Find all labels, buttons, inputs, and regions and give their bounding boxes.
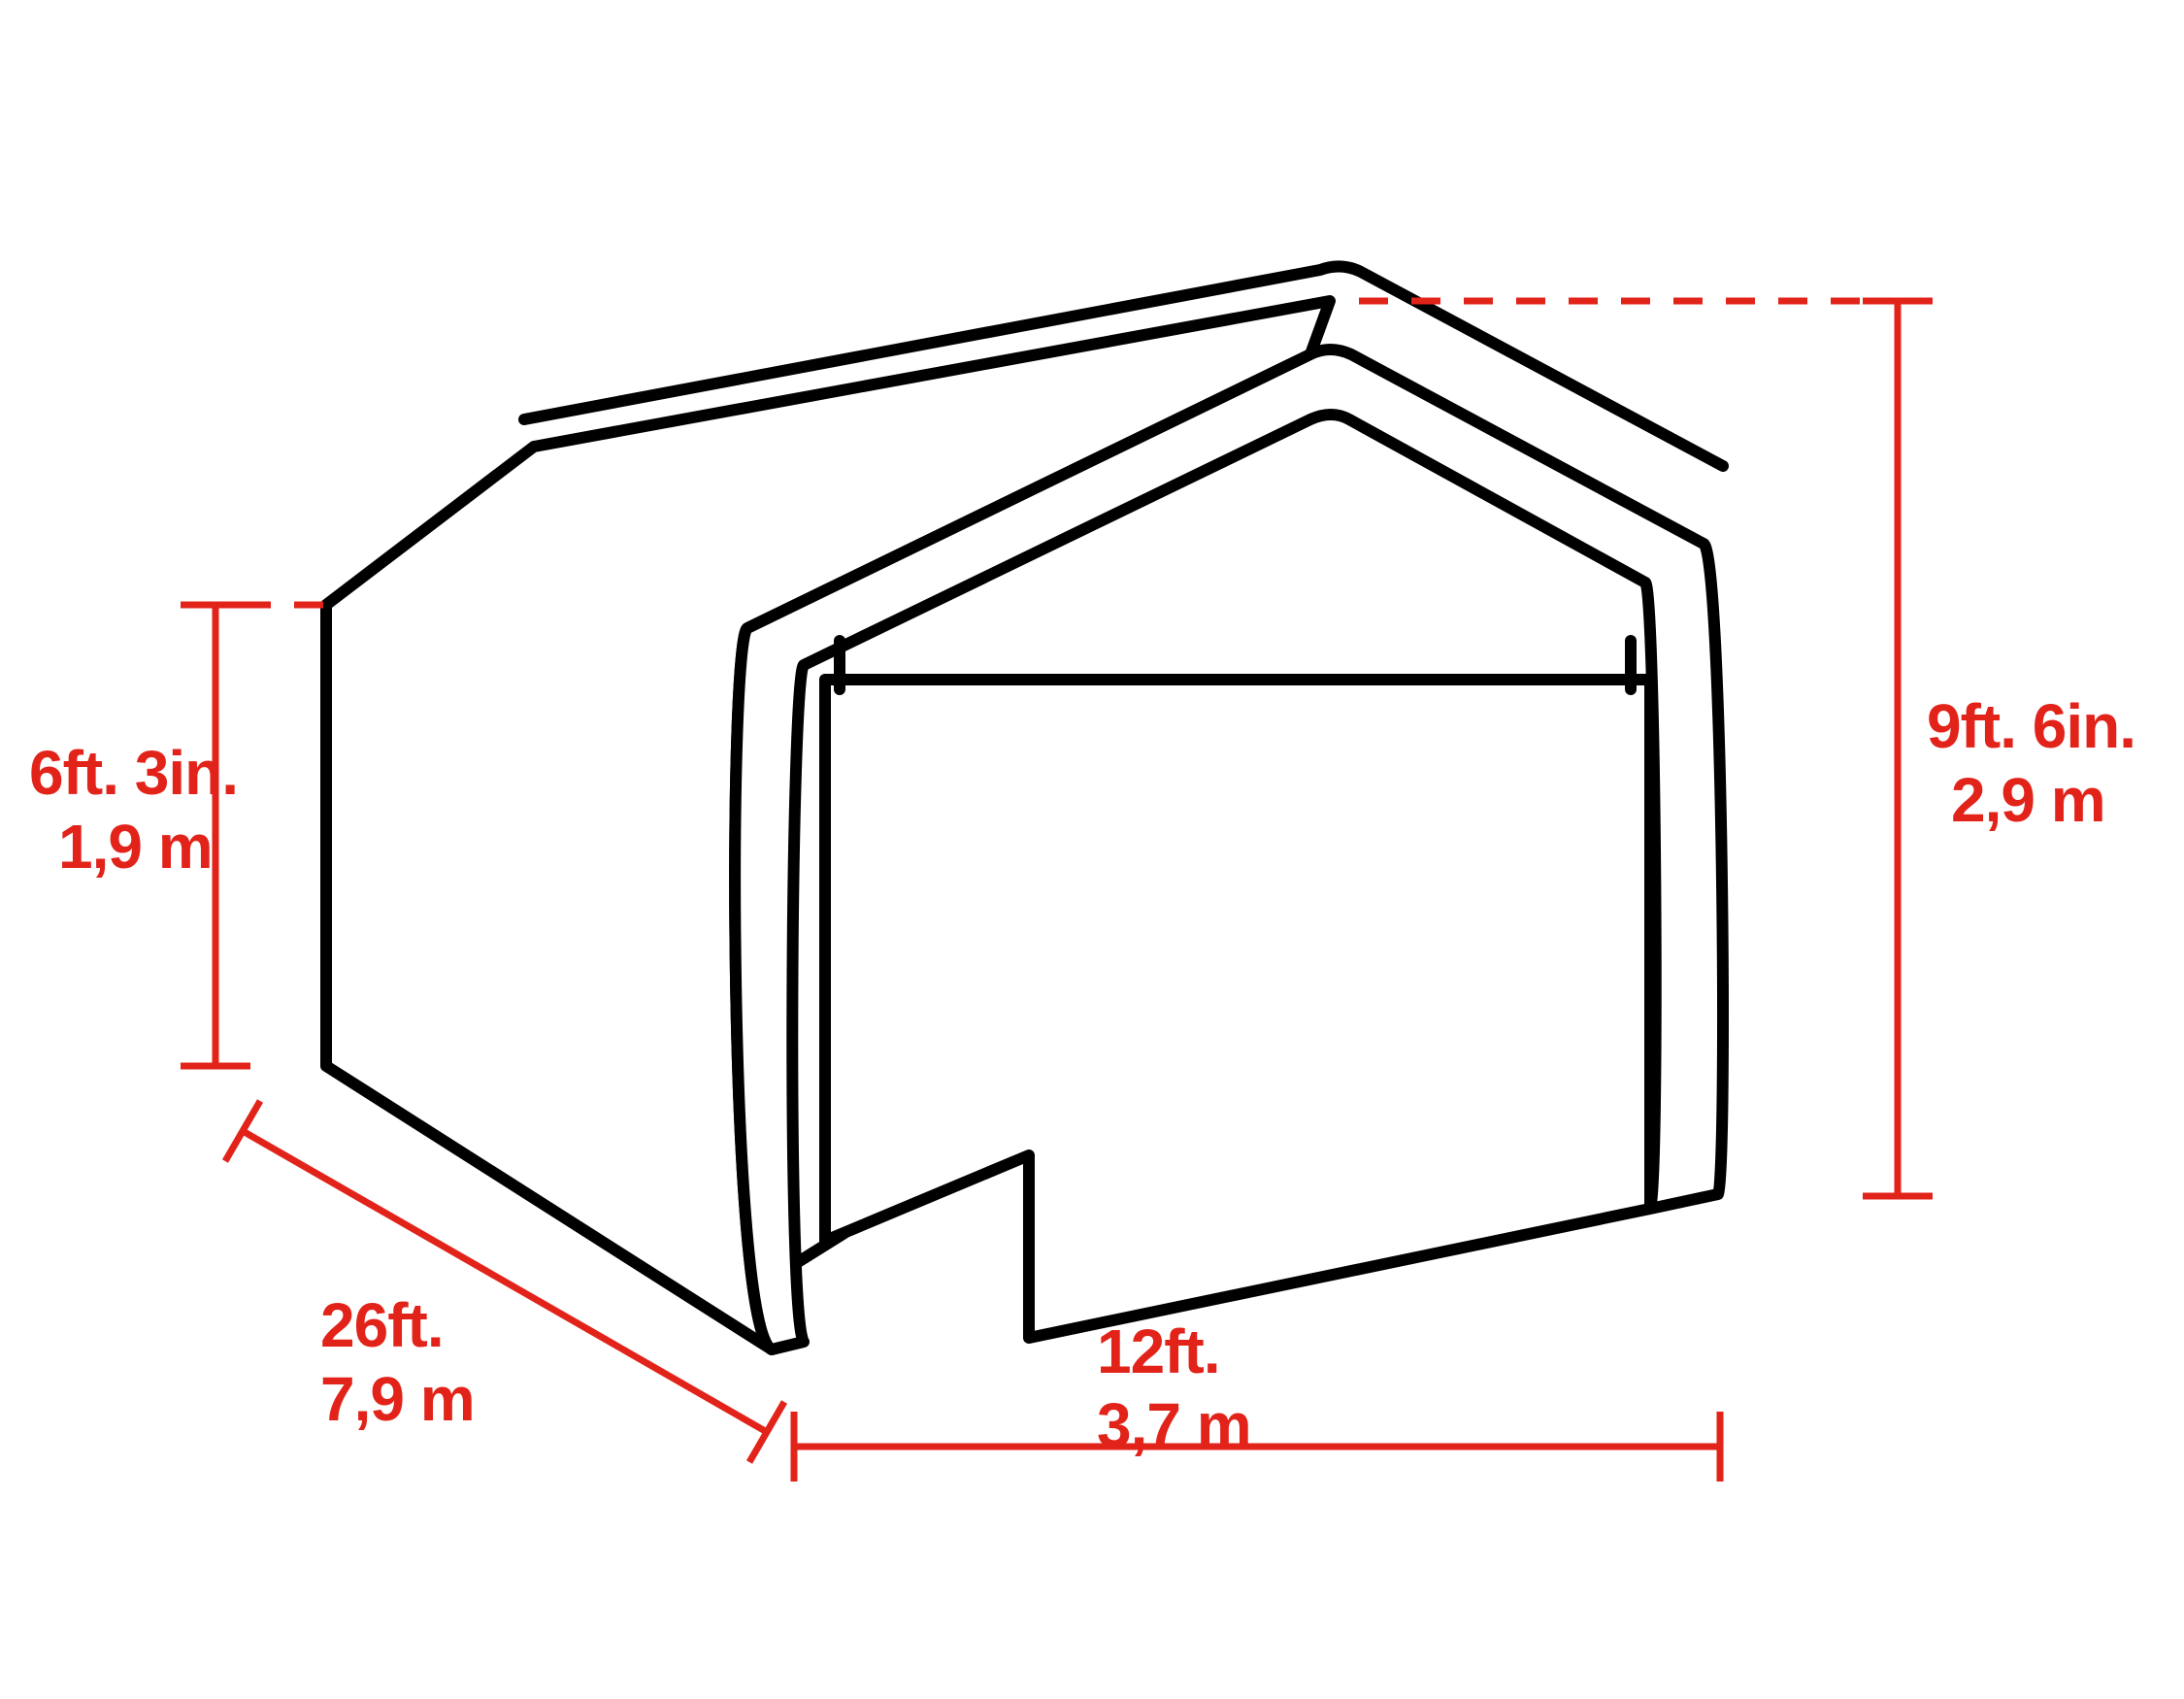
side-height-metric: 1,9 m <box>58 812 213 882</box>
peak-height-metric: 2,9 m <box>1951 765 2105 835</box>
peak-height-bar <box>1863 301 1933 1196</box>
peak-height-imperial: 9ft. 6in. <box>1927 691 2135 761</box>
depth-metric: 7,9 m <box>320 1364 475 1434</box>
width-imperial: 12ft. <box>1097 1316 1220 1386</box>
side-height-imperial: 6ft. 3in. <box>29 738 238 808</box>
width-bar <box>794 1412 1720 1482</box>
shelter-illustration <box>326 266 1723 1349</box>
width-metric: 3,7 m <box>1097 1390 1251 1460</box>
shelter-dimension-diagram: 6ft. 3in. 1,9 m 9ft. 6in. 2,9 m 26ft. 7,… <box>0 0 2184 1699</box>
depth-imperial: 26ft. <box>320 1290 444 1360</box>
